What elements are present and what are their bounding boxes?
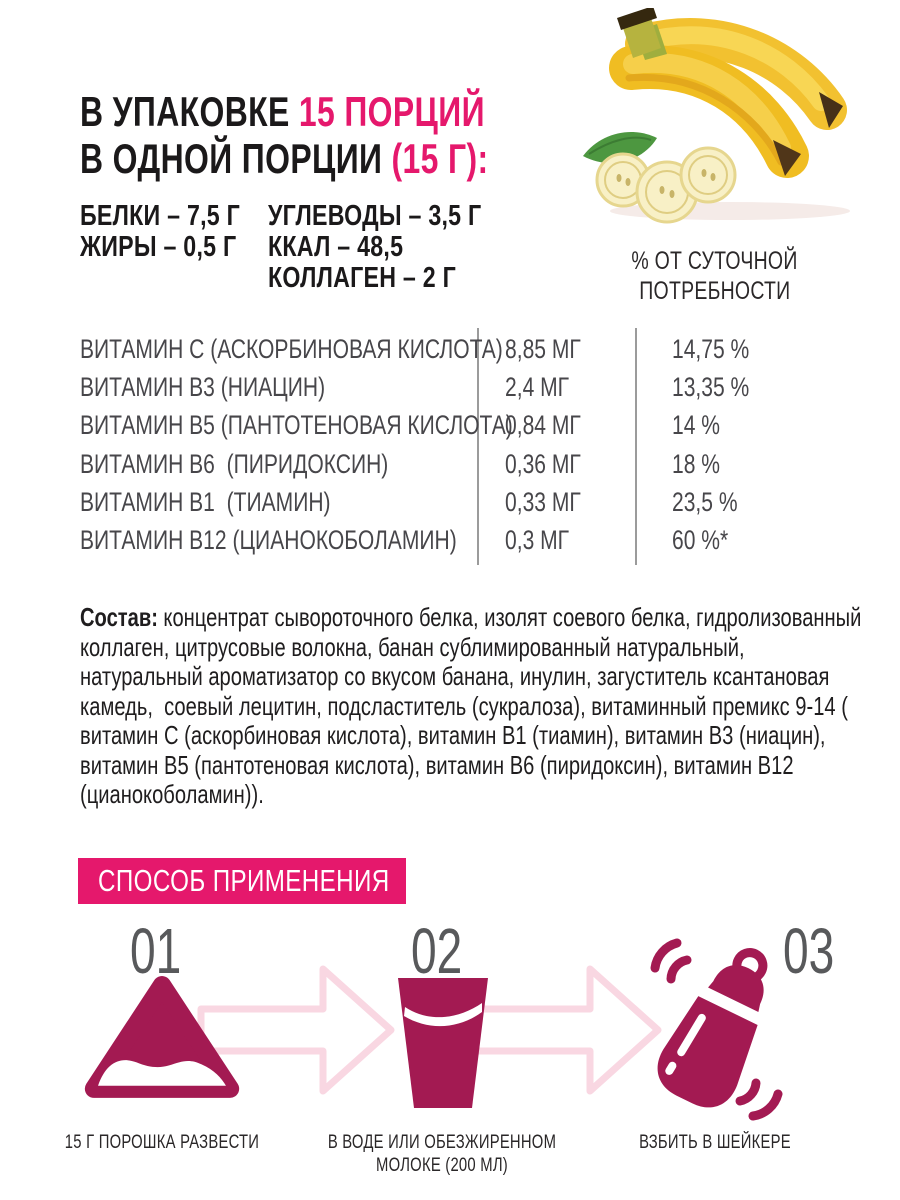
vitamin-amount: 0,3 МГ [505,525,570,556]
table-divider [635,328,637,565]
vitamin-amount: 8,85 МГ [505,333,581,364]
vitamin-percent: 23,5 % [672,486,738,517]
shaker-icon [650,938,783,1121]
vitamin-percent: 14 % [672,410,721,441]
table-divider [477,328,479,565]
banana-slices [595,146,737,224]
table-row: ВИТАМИН B6 (ПИРИДОКСИН) 0,36 МГ 18 % [80,445,860,483]
vitamin-table: ВИТАМИН C (АСКОРБИНОВАЯ КИСЛОТА) 8,85 МГ… [80,328,860,565]
vitamin-label: ВИТАМИН C (АСКОРБИНОВАЯ КИСЛОТА) [80,333,503,364]
table-row: ВИТАМИН C (АСКОРБИНОВАЯ КИСЛОТА) 8,85 МГ… [80,330,860,368]
protein-value: БЕЛКИ – 7,5 Г [80,200,241,232]
composition-text: концентрат сывороточного белка, изолят с… [80,602,862,809]
header-line1-black: В УПАКОВКЕ [80,88,290,135]
step-number-1: 01 [130,915,182,987]
step-number-3: 03 [783,915,835,987]
macros-column-2: УГЛЕВОДЫ – 3,5 Г ККАЛ – 48,5 КОЛЛАГЕН – … [268,201,535,294]
step-caption-1: 15 Г ПОРОШКА РАЗВЕСТИ [64,1132,260,1153]
glass-icon [398,978,488,1108]
vitamin-label: ВИТАМИН B6 (ПИРИДОКСИН) [80,448,389,479]
header-line2-highlight: (15 Г): [391,135,489,182]
table-row: ВИТАМИН B1 (ТИАМИН) 0,33 МГ 23,5 % [80,483,860,521]
kcal-value: ККАЛ – 48,5 [268,231,404,263]
usage-title-bar: СПОСОБ ПРИМЕНЕНИЯ [78,858,406,904]
table-row: ВИТАМИН B5 (ПАНТОТЕНОВАЯ КИСЛОТА) 0,84 М… [80,407,860,445]
header-line2-black: В ОДНОЙ ПОРЦИИ [80,135,383,182]
vitamin-amount: 0,36 МГ [505,448,581,479]
vitamin-amount: 0,33 МГ [505,486,581,517]
daily-value-note: % ОТ СУТОЧНОЙ ПОТРЕБНОСТИ [631,247,799,305]
vitamin-percent: 60 %* [672,525,729,556]
vitamin-percent: 13,35 % [672,371,750,402]
fat-value: ЖИРЫ – 0,5 Г [80,231,237,263]
servings-header: В УПАКОВКЕ 15 ПОРЦИЙ В ОДНОЙ ПОРЦИИ (15 Г)… [80,88,617,182]
leaf-shape [583,132,657,164]
vitamin-label: ВИТАМИН B5 (ПАНТОТЕНОВАЯ КИСЛОТА) [80,410,513,441]
collagen-value: КОЛЛАГЕН – 2 Г [268,262,456,294]
vitamin-label: ВИТАМИН B1 (ТИАМИН) [80,486,331,517]
carbs-value: УГЛЕВОДЫ – 3,5 Г [268,200,482,232]
step-number-2: 02 [411,915,463,987]
step-caption-2: В ВОДЕ ИЛИ ОБЕЗЖИРЕННОМ МОЛОКЕ (200 МЛ) [327,1132,557,1176]
banana-image [583,8,850,224]
composition-paragraph: Состав: концентрат сывороточного белка, и… [80,602,863,810]
arrow-right-icon [197,965,395,1095]
vitamin-percent: 14,75 % [672,333,750,364]
step-caption-3: ВЗБИТЬ В ШЕЙКЕРЕ [639,1132,791,1153]
table-row: ВИТАМИН B12 (ЦИАНОКОБОЛАМИН) 0,3 МГ 60 %… [80,521,860,559]
header-line1-highlight: 15 ПОРЦИЙ [298,88,485,135]
vitamin-amount: 2,4 МГ [505,371,570,402]
vitamin-label: ВИТАМИН B3 (НИАЦИН) [80,371,326,402]
powder-pile-icon [84,976,240,1098]
vitamin-label: ВИТАМИН B12 (ЦИАНОКОБОЛАМИН) [80,525,457,556]
arrow-right-icon [464,965,662,1095]
vitamin-percent: 18 % [672,448,721,479]
composition-label: Состав: [80,602,158,632]
macros-column-1: БЕЛКИ – 7,5 Г ЖИРЫ – 0,5 Г [80,201,280,263]
vitamin-amount: 0,84 МГ [505,410,581,441]
usage-title: СПОСОБ ПРИМЕНЕНИЯ [98,863,390,898]
table-row: ВИТАМИН B3 (НИАЦИН) 2,4 МГ 13,35 % [80,368,860,406]
